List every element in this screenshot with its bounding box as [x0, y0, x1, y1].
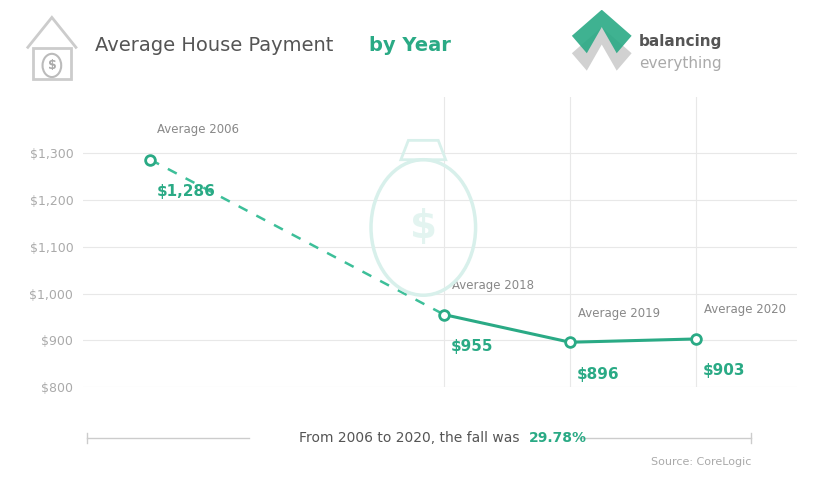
- Text: Average 2019: Average 2019: [579, 307, 661, 320]
- Polygon shape: [572, 27, 632, 71]
- Polygon shape: [572, 10, 632, 53]
- Text: balancing: balancing: [639, 34, 722, 48]
- Text: Average House Payment: Average House Payment: [95, 36, 340, 56]
- Text: 29.78%: 29.78%: [529, 431, 587, 445]
- Text: $: $: [47, 59, 56, 72]
- Text: Source: CoreLogic: Source: CoreLogic: [651, 457, 751, 467]
- Text: Average 2020: Average 2020: [705, 303, 787, 317]
- Text: everything: everything: [639, 57, 722, 71]
- Text: $896: $896: [577, 366, 619, 381]
- Text: $903: $903: [703, 363, 745, 378]
- Text: From 2006 to 2020, the fall was: From 2006 to 2020, the fall was: [299, 431, 524, 445]
- Text: Average 2018: Average 2018: [452, 279, 535, 292]
- Text: Average 2006: Average 2006: [157, 123, 239, 136]
- Text: $955: $955: [451, 339, 493, 354]
- Text: $: $: [410, 209, 437, 246]
- Text: $1,286: $1,286: [157, 184, 216, 199]
- Text: by Year: by Year: [369, 36, 452, 56]
